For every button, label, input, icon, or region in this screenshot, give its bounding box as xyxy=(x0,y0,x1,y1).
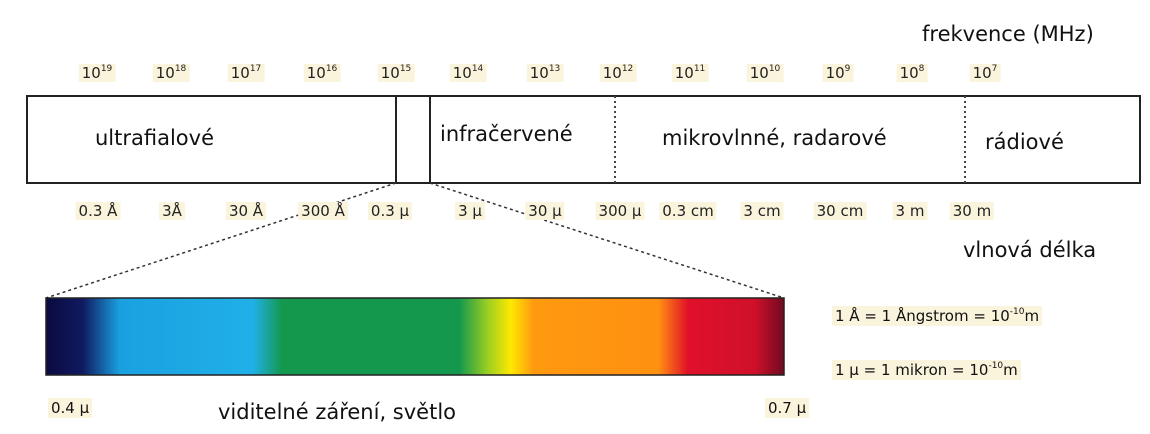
frequency-label: 1011 xyxy=(671,64,709,82)
frequency-exp: 16 xyxy=(325,64,338,74)
note-text: 1 μ = 1 mikron = 10 xyxy=(835,361,989,379)
wavelength-label: 3Å xyxy=(159,202,185,220)
note-text: 1 Å = 1 Ångstrom = 10 xyxy=(835,307,1010,325)
wavelength-label: 30 m xyxy=(949,202,995,220)
note: 1 Å = 1 Ångstrom = 10-10m xyxy=(832,306,1043,326)
wavelength-label: 300 μ xyxy=(595,202,645,220)
note-exp: -10 xyxy=(988,361,1004,371)
frequency-base: 10 xyxy=(452,64,472,82)
wavelength-label: 30 Å xyxy=(225,202,267,220)
frequency-exp: 11 xyxy=(693,64,706,74)
frequency-label: 1016 xyxy=(303,64,341,82)
frequency-base: 10 xyxy=(155,64,175,82)
region-label: infračervené xyxy=(440,122,573,146)
frequency-base: 10 xyxy=(380,64,400,82)
wavelength-label: 3 cm xyxy=(740,202,784,220)
frequency-exp: 14 xyxy=(471,64,484,74)
frequency-label: 1014 xyxy=(449,64,487,82)
frequency-base: 10 xyxy=(306,64,326,82)
note-unit: m xyxy=(1003,361,1018,379)
frequency-base: 10 xyxy=(972,64,992,82)
frequency-label: 108 xyxy=(896,64,928,82)
frequency-exp: 13 xyxy=(548,64,561,74)
wavelength-label: 30 cm xyxy=(813,202,867,220)
wavelength-label: 300 Å xyxy=(298,202,348,220)
frequency-exp: 7 xyxy=(991,64,998,74)
frequency-exp: 18 xyxy=(174,64,187,74)
frequency-exp: 9 xyxy=(844,64,851,74)
frequency-label: 109 xyxy=(822,64,854,82)
frequency-base: 10 xyxy=(825,64,845,82)
region-label: rádiové xyxy=(985,130,1064,154)
note-exp: -10 xyxy=(1009,307,1025,317)
spectrum-end: 0.7 μ xyxy=(765,398,810,418)
frequency-exp: 8 xyxy=(918,64,925,74)
frequency-base: 10 xyxy=(81,64,101,82)
wavelength-label: 30 μ xyxy=(525,202,565,220)
frequency-label: 1019 xyxy=(78,64,116,82)
frequency-base: 10 xyxy=(749,64,769,82)
frequency-exp: 12 xyxy=(621,64,634,74)
frequency-title: frekvence (MHz) xyxy=(922,22,1094,46)
spectrum-box xyxy=(26,95,1141,184)
region-label: mikrovlnné, radarové xyxy=(662,126,887,150)
frequency-label: 1015 xyxy=(377,64,415,82)
frequency-base: 10 xyxy=(230,64,250,82)
frequency-base: 10 xyxy=(529,64,549,82)
wavelength-label: 3 μ xyxy=(455,202,485,220)
wavelength-title: vlnová délka xyxy=(963,238,1097,262)
frequency-exp: 19 xyxy=(100,64,113,74)
frequency-label: 107 xyxy=(969,64,1001,82)
frequency-label: 1018 xyxy=(152,64,190,82)
frequency-label: 1017 xyxy=(227,64,265,82)
frequency-base: 10 xyxy=(674,64,694,82)
visible-spectrum xyxy=(45,297,785,376)
frequency-label: 1010 xyxy=(746,64,784,82)
frequency-base: 10 xyxy=(602,64,622,82)
wavelength-label: 3 m xyxy=(892,202,928,220)
note: 1 μ = 1 mikron = 10-10m xyxy=(832,360,1021,380)
wavelength-label: 0.3 cm xyxy=(659,202,717,220)
region-label: ultrafialové xyxy=(95,126,215,150)
frequency-exp: 10 xyxy=(768,64,781,74)
frequency-label: 1012 xyxy=(599,64,637,82)
frequency-exp: 15 xyxy=(399,64,412,74)
spectrum-caption: viditelné záření, světlo xyxy=(218,400,457,424)
zoom-line xyxy=(45,182,397,299)
zoom-line xyxy=(429,182,785,299)
spectrum-start: 0.4 μ xyxy=(48,398,93,418)
wavelength-label: 0.3 μ xyxy=(367,202,413,220)
frequency-label: 1013 xyxy=(526,64,564,82)
note-unit: m xyxy=(1024,307,1040,325)
frequency-exp: 17 xyxy=(249,64,262,74)
frequency-base: 10 xyxy=(899,64,919,82)
wavelength-label: 0.3 Å xyxy=(75,202,121,220)
